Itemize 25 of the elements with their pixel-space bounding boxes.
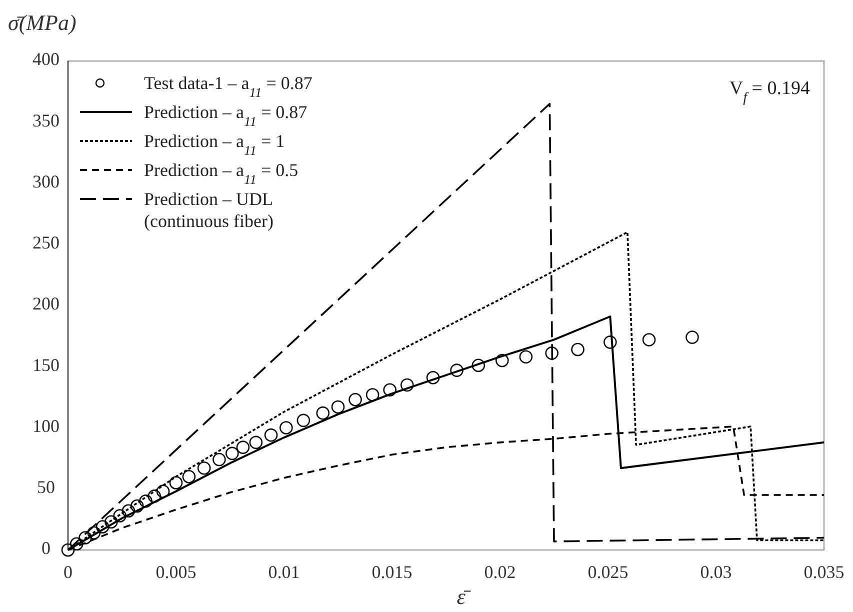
y-axis-title: σ̄(MPa) [8,10,76,35]
y-tick-label: 50 [37,477,55,497]
x-tick-label: 0.02 [484,562,516,582]
x-tick-label: 0.01 [268,562,300,582]
x-tick-label: 0.005 [156,562,196,582]
x-tick-label: 0.025 [588,562,628,582]
x-tick-label: 0.035 [804,562,844,582]
y-tick-label: 200 [32,294,60,314]
y-tick-label: 150 [32,354,60,375]
x-axis-title: ε̄ [456,584,472,609]
legend-label: Test data-1 – a$_{11}$ = 0.87 [144,73,312,100]
y-tick-label: 0 [42,538,50,558]
x-tick-label: 0.03 [700,562,732,582]
legend-label: Prediction – a$_{11}$ = 0.5 [144,160,298,186]
y-tick-label: 350 [32,110,60,130]
legend-label: Prediction – a$_{11}$ = 0.87 [144,102,308,128]
y-tick-label: 400 [32,49,60,70]
x-tick-label: 0 [64,562,72,582]
y-tick-label: 250 [32,232,60,252]
legend-label: Prediction – UDL (continuous fiber) [144,189,274,231]
y-tick-label: 300 [32,171,60,192]
annotation: V$_{f}$ = 0.194 [729,78,810,106]
y-tick-label: 100 [32,416,60,436]
legend-label: Prediction – a$_{11}$ = 1 [144,131,285,158]
x-tick-label: 0.015 [372,562,412,582]
